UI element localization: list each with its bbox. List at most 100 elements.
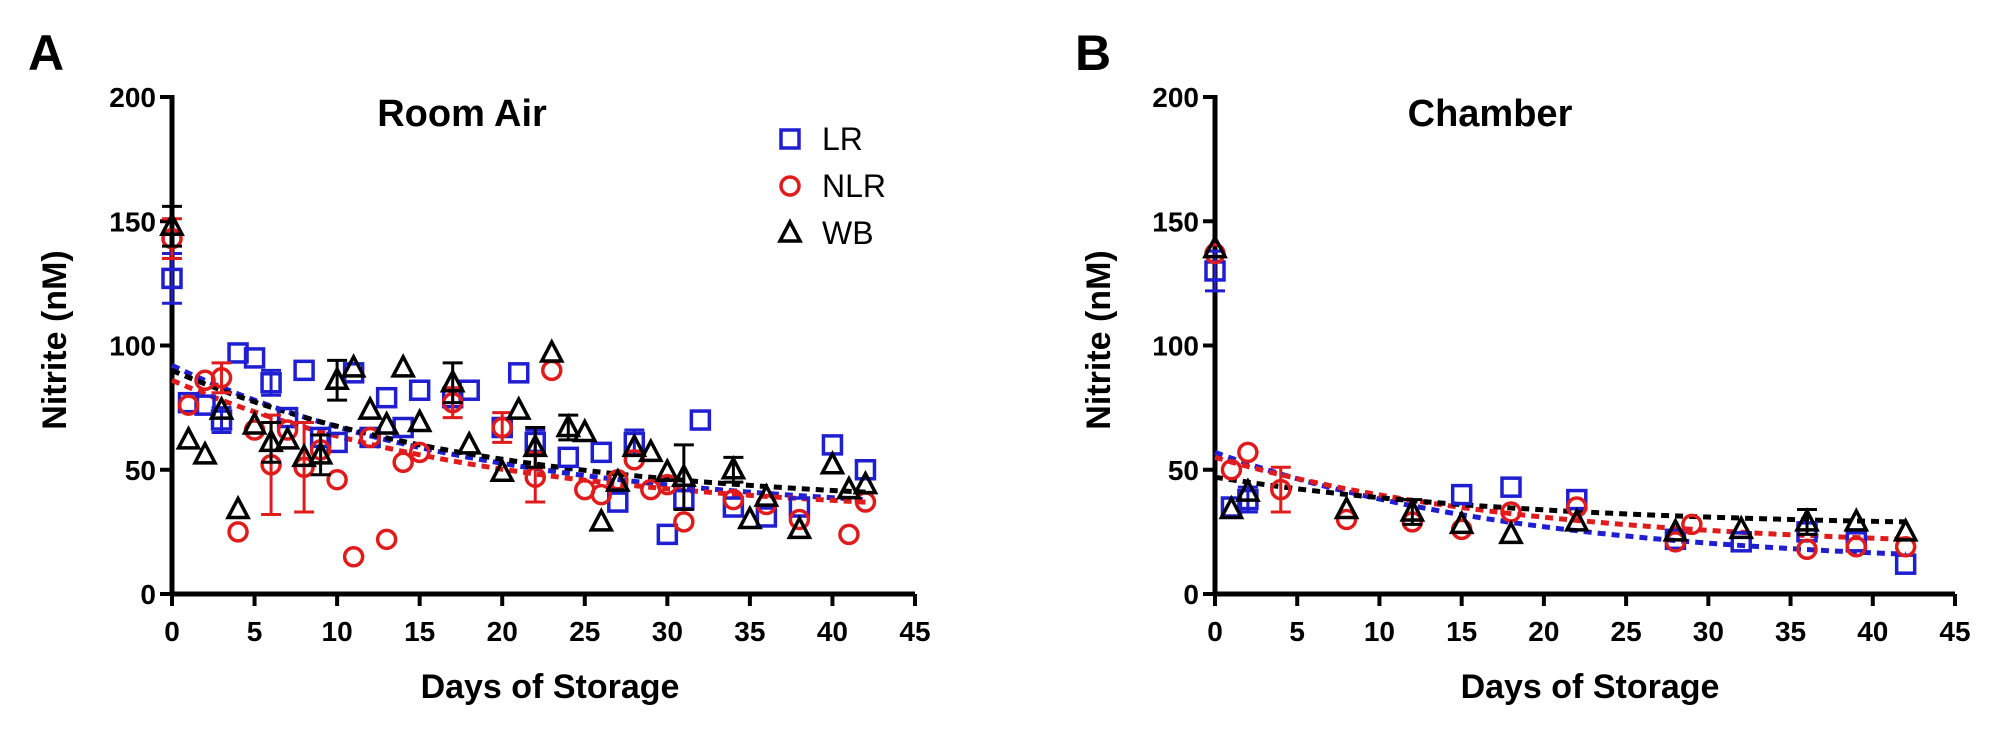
panel-a-trend-lines bbox=[170, 363, 866, 505]
data-point-wb bbox=[175, 425, 202, 450]
data-point-wb bbox=[836, 474, 862, 500]
data-point-wb bbox=[1794, 507, 1820, 532]
data-point-nlr bbox=[788, 508, 811, 531]
data-point-nlr bbox=[1566, 496, 1588, 518]
data-point-nlr bbox=[408, 441, 431, 464]
panel-b-y-axis-label: Nitrite (nM) bbox=[1080, 250, 1118, 429]
panel-a-axes: 0 50 100 150 200 0 5 10 15 20 25 30 35 40 45 bbox=[109, 82, 930, 647]
x-tick-label: 45 bbox=[1939, 616, 1970, 647]
x-tick-label: 0 bbox=[1207, 616, 1223, 647]
trend-line-nlr bbox=[171, 377, 866, 505]
x-tick-label: 25 bbox=[569, 616, 600, 647]
data-point-wb bbox=[1563, 507, 1590, 532]
data-point-wb bbox=[505, 395, 532, 420]
data-point-wb bbox=[258, 427, 284, 453]
x-tick-label: 40 bbox=[817, 616, 848, 647]
data-point-nlr bbox=[342, 545, 365, 568]
x-tick-label: 0 bbox=[164, 616, 180, 647]
data-point-nlr bbox=[1681, 513, 1703, 536]
data-point-wb bbox=[1202, 233, 1228, 259]
data-point-nlr bbox=[541, 359, 563, 382]
panel-b-chart: B Chamber Days of Storage Nitrite (nM) 0… bbox=[1075, 25, 1971, 706]
data-point-wb bbox=[159, 211, 185, 236]
y-tick-label: 100 bbox=[1152, 331, 1199, 362]
data-point-wb bbox=[753, 482, 780, 507]
trend-line-lr bbox=[1214, 450, 1906, 557]
data-point-wb bbox=[786, 514, 813, 540]
x-tick-label: 10 bbox=[1364, 616, 1395, 647]
trend-line-wb bbox=[171, 368, 866, 495]
panel-a-letter: A bbox=[28, 25, 64, 81]
panel-b-data-points bbox=[1202, 233, 1919, 575]
data-point-wb bbox=[241, 410, 268, 435]
data-point-wb bbox=[406, 407, 433, 433]
y-tick-label: 50 bbox=[125, 455, 156, 486]
data-point-nlr bbox=[359, 426, 381, 449]
data-point-wb bbox=[1498, 519, 1524, 545]
data-point-lr bbox=[755, 506, 778, 528]
x-tick-label: 15 bbox=[404, 616, 435, 647]
data-point-lr bbox=[557, 446, 580, 469]
data-point-wb bbox=[1234, 477, 1261, 502]
y-tick-label: 200 bbox=[109, 82, 156, 113]
x-tick-label: 25 bbox=[1611, 616, 1642, 647]
data-point-wb bbox=[604, 467, 631, 492]
data-point-wb bbox=[571, 417, 598, 443]
data-point-wb bbox=[307, 440, 334, 465]
data-point-wb bbox=[522, 432, 549, 458]
trend-line-lr bbox=[170, 363, 866, 503]
legend-label-lr: LR bbox=[822, 121, 863, 157]
legend-marker-wb bbox=[777, 218, 803, 243]
data-point-nlr bbox=[491, 416, 513, 439]
data-point-nlr bbox=[210, 367, 233, 389]
data-point-wb bbox=[208, 395, 235, 420]
panel-a-title: Room Air bbox=[377, 93, 547, 135]
data-point-wb bbox=[324, 365, 351, 391]
data-point-wb bbox=[637, 437, 664, 463]
data-point-wb bbox=[192, 440, 218, 465]
data-point-lr bbox=[260, 372, 282, 394]
y-tick-label: 150 bbox=[109, 206, 156, 237]
data-point-wb bbox=[1728, 514, 1755, 540]
data-point-wb bbox=[1843, 507, 1870, 532]
data-point-nlr bbox=[1237, 441, 1259, 464]
data-point-nlr bbox=[326, 468, 348, 491]
x-tick-label: 20 bbox=[1528, 616, 1559, 647]
data-point-wb bbox=[274, 425, 301, 450]
data-point-wb bbox=[357, 395, 384, 420]
x-tick-label: 5 bbox=[1289, 616, 1305, 647]
data-point-nlr bbox=[1270, 478, 1292, 501]
data-point-wb bbox=[538, 338, 565, 363]
data-point-wb bbox=[819, 450, 846, 475]
data-point-wb bbox=[390, 353, 417, 378]
y-tick-label: 0 bbox=[1183, 579, 1199, 610]
data-point-nlr bbox=[375, 528, 398, 551]
legend-label-nlr: NLR bbox=[822, 168, 886, 204]
data-point-wb bbox=[670, 462, 697, 487]
data-point-lr bbox=[161, 267, 183, 290]
data-point-nlr bbox=[1335, 508, 1358, 531]
data-point-nlr bbox=[1664, 531, 1687, 553]
panel-a-legend: LR NLR WB bbox=[777, 121, 886, 251]
data-point-lr bbox=[689, 409, 712, 431]
y-tick-label: 50 bbox=[1168, 455, 1199, 486]
data-point-wb bbox=[456, 430, 483, 455]
trend-line-wb bbox=[1214, 474, 1906, 525]
data-point-lr bbox=[507, 362, 530, 384]
x-tick-label: 15 bbox=[1446, 616, 1477, 647]
x-tick-label: 5 bbox=[247, 616, 263, 647]
data-point-wb bbox=[736, 504, 763, 530]
data-point-nlr bbox=[1894, 536, 1917, 558]
data-point-wb bbox=[1892, 517, 1919, 542]
panel-a-chart: A Room Air Days of Storage Nitrite (nM) … bbox=[28, 25, 931, 706]
y-tick-label: 150 bbox=[1152, 206, 1199, 237]
data-point-wb bbox=[340, 353, 367, 378]
data-point-lr bbox=[1730, 531, 1752, 553]
y-tick-label: 200 bbox=[1152, 82, 1199, 113]
data-point-wb bbox=[439, 368, 466, 393]
data-point-wb bbox=[654, 457, 681, 482]
legend-label-wb: WB bbox=[822, 215, 874, 251]
x-tick-label: 40 bbox=[1857, 616, 1888, 647]
data-point-lr bbox=[1450, 483, 1473, 506]
